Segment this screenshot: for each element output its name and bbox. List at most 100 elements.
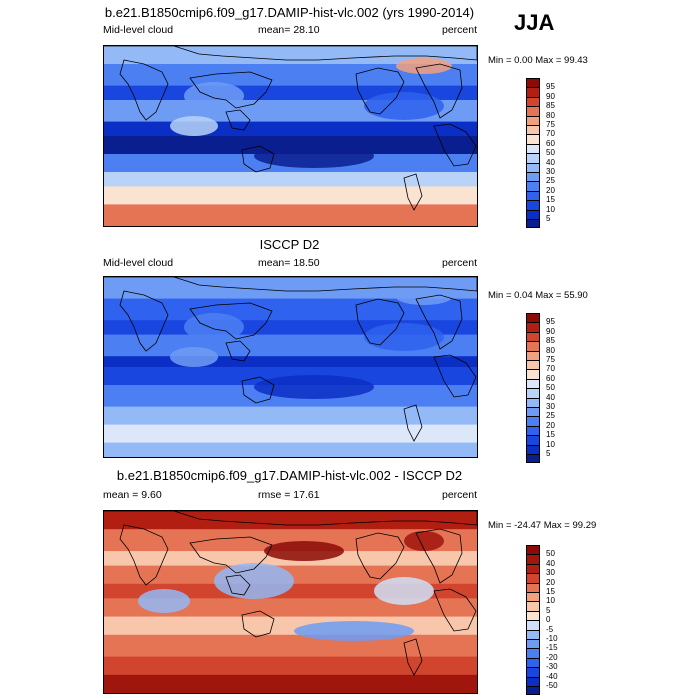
field-band [104,406,477,426]
coastline [355,298,405,346]
panel-3-map [103,510,478,694]
colorbar-cell [526,153,540,163]
field-blob [184,313,244,341]
season-label: JJA [514,10,555,35]
colorbar-cell [526,162,540,172]
colorbar-cell [526,620,540,630]
panel-3-right-label: percent [442,489,478,501]
field-band [104,529,477,553]
colorbar-tick-label: 60 [546,373,555,383]
colorbar-tick-label: 85 [546,336,555,346]
coastline [403,173,423,211]
colorbar-cell [526,78,540,88]
colorbar-tick-label: 25 [546,176,555,186]
colorbar-tick-label: -40 [546,671,558,681]
field-blob [294,621,414,641]
colorbar-cell [526,416,540,426]
colorbar-cell [526,378,540,389]
field-band [104,511,477,531]
panel-3-left-label: mean = 9.60 [103,489,162,501]
panel-2-center-label: mean= 18.50 [258,257,320,269]
colorbar-cell [526,369,540,379]
colorbar-cell [526,454,540,464]
colorbar-cell [526,563,540,574]
panel-3-center-label: rmse = 17.61 [258,489,320,501]
colorbar-tick-label: 15 [546,430,555,440]
colorbar-cell [526,582,540,592]
coastline [241,610,275,638]
field-band [104,674,477,693]
colorbar-tick-label: 40 [546,392,555,402]
colorbar-cell [526,115,540,125]
coastline [189,302,273,340]
colorbar-tick-label: 30 [546,167,555,176]
coastlines [104,46,477,211]
colorbar-tick-label: 15 [546,195,555,205]
colorbar-cell [526,360,540,370]
field-blob [396,58,452,74]
panel-2-left-label: Mid-level cloud [103,257,174,269]
colorbar-frame [526,78,540,229]
field-blob [264,541,344,561]
colorbar-cell [526,686,540,696]
colorbar-cell [526,657,540,668]
coastline [415,294,463,350]
colorbar-cell [526,143,540,154]
coastline [225,574,251,596]
panel-1-left-label: Mid-level cloud [103,24,174,36]
colorbar-tick-label: 60 [546,138,555,148]
colorbar-tick-label: 90 [546,326,555,336]
coastline [433,354,477,398]
colorbar-cell [526,313,540,323]
colorbar-cell [526,125,540,135]
colorbar-cell [526,676,540,686]
field-blob [374,577,434,605]
coastline [119,290,169,352]
coastline [104,511,477,526]
colorbar-cell [526,209,540,219]
panel-1-field [104,46,477,226]
panel-1-minmax: Min = 0.00 Max = 99.43 [488,55,588,66]
field-blob [170,116,218,136]
colorbar-tick-label: 40 [546,157,555,167]
colorbar-tick-label: 10 [546,596,555,606]
colorbar-tick-label: 50 [546,148,555,158]
colorbar-cell [526,87,540,97]
colorbar-tick-label: 5 [546,449,551,458]
colorbar-tick-label: 75 [546,355,555,364]
field-band [104,64,477,87]
colorbar-tick-label: 5 [546,605,551,615]
field-band [104,598,477,618]
field-band [104,186,477,206]
field-blob [254,144,374,168]
colorbar-tick-label: 10 [546,439,555,449]
colorbar-tick-label: -5 [546,624,554,634]
panel-1-right-label: percent [442,24,478,36]
colorbar-cell [526,435,540,445]
coastline [403,404,423,442]
coastline [433,588,477,632]
coastline [225,109,251,131]
field-band [104,46,477,65]
colorbar-tick-label: 50 [546,549,555,559]
colorbar-cell [526,444,540,454]
coastline [241,376,275,404]
field-band [104,356,477,368]
coastline [403,638,423,676]
colorbar-cell [526,592,540,602]
panel-2-title: ISCCP D2 [259,237,320,252]
colorbar-tick-label: 75 [546,120,555,129]
colorbar-tick-label: 90 [546,91,555,101]
colorbar-cell [526,610,540,621]
colorbar-cell [526,181,540,191]
colorbar-tick-label: 95 [546,317,555,327]
colorbar-tick-label: -30 [546,662,558,672]
panel-1-map [103,45,478,227]
field-band [104,277,477,300]
field-band [104,616,477,636]
colorbar-tick-label: 80 [546,345,555,355]
field-blob [170,347,218,367]
colorbar-tick-label: 80 [546,110,555,120]
field-blob [254,375,374,399]
panel-1-center-label: mean= 28.10 [258,24,320,36]
